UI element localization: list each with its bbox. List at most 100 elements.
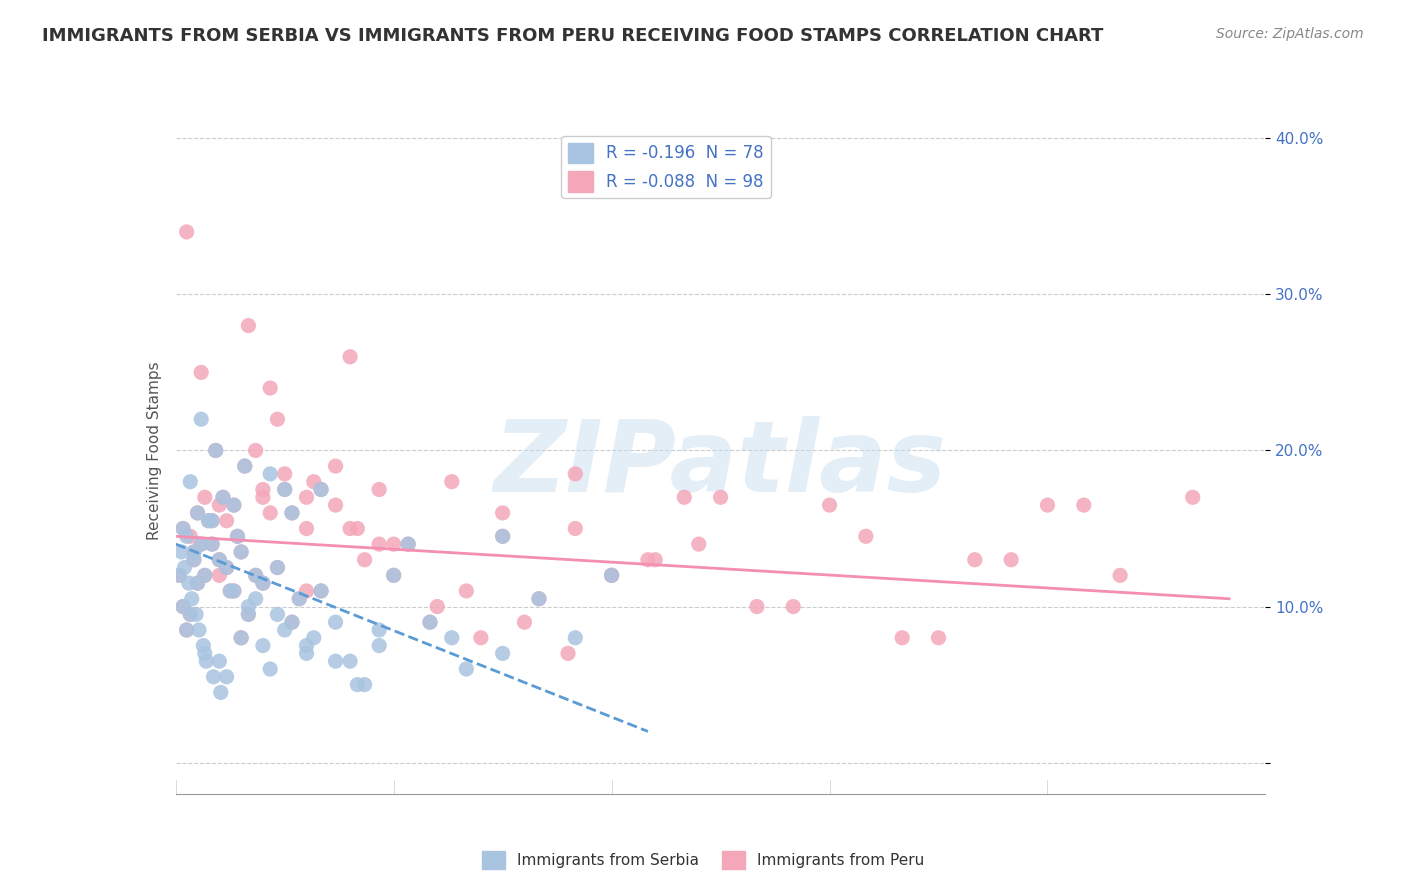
Point bbox=[564, 631, 586, 645]
Legend: R = -0.196  N = 78, R = -0.088  N = 98: R = -0.196 N = 78, R = -0.088 N = 98 bbox=[561, 136, 770, 198]
Point bbox=[202, 670, 225, 684]
Point bbox=[172, 599, 194, 614]
Point bbox=[193, 639, 215, 653]
Point bbox=[186, 506, 209, 520]
Point bbox=[194, 490, 217, 504]
Point bbox=[222, 498, 245, 512]
Point bbox=[564, 521, 586, 535]
Point bbox=[179, 607, 201, 622]
Point bbox=[637, 552, 659, 567]
Point bbox=[219, 583, 242, 598]
Point bbox=[176, 623, 198, 637]
Point bbox=[928, 631, 950, 645]
Point bbox=[252, 576, 274, 591]
Point bbox=[212, 490, 235, 504]
Point bbox=[309, 483, 332, 497]
Point bbox=[252, 483, 274, 497]
Point bbox=[564, 467, 586, 481]
Point bbox=[179, 607, 201, 622]
Point bbox=[188, 623, 211, 637]
Point bbox=[281, 615, 304, 630]
Point bbox=[274, 483, 297, 497]
Point bbox=[325, 654, 347, 668]
Point bbox=[339, 521, 361, 535]
Point bbox=[172, 521, 194, 535]
Point bbox=[368, 537, 391, 551]
Point bbox=[226, 529, 249, 543]
Point bbox=[600, 568, 623, 582]
Point bbox=[274, 467, 297, 481]
Point bbox=[1181, 490, 1204, 504]
Point bbox=[231, 545, 253, 559]
Point bbox=[309, 583, 332, 598]
Point bbox=[190, 366, 212, 380]
Point bbox=[180, 591, 202, 606]
Point bbox=[201, 514, 224, 528]
Point bbox=[179, 475, 201, 489]
Point bbox=[368, 483, 391, 497]
Point bbox=[252, 639, 274, 653]
Point bbox=[382, 537, 405, 551]
Point bbox=[440, 631, 463, 645]
Point bbox=[186, 506, 209, 520]
Point bbox=[302, 631, 325, 645]
Point bbox=[204, 443, 226, 458]
Y-axis label: Receiving Food Stamps: Receiving Food Stamps bbox=[146, 361, 162, 540]
Point bbox=[197, 514, 219, 528]
Point bbox=[186, 576, 209, 591]
Point bbox=[419, 615, 441, 630]
Point bbox=[309, 583, 332, 598]
Point bbox=[169, 568, 191, 582]
Point bbox=[295, 583, 318, 598]
Point bbox=[201, 514, 224, 528]
Point bbox=[245, 443, 267, 458]
Point bbox=[353, 552, 375, 567]
Point bbox=[208, 552, 231, 567]
Point bbox=[295, 521, 318, 535]
Text: IMMIGRANTS FROM SERBIA VS IMMIGRANTS FROM PERU RECEIVING FOOD STAMPS CORRELATION: IMMIGRANTS FROM SERBIA VS IMMIGRANTS FRO… bbox=[42, 27, 1104, 45]
Point bbox=[963, 552, 986, 567]
Text: Source: ZipAtlas.com: Source: ZipAtlas.com bbox=[1216, 27, 1364, 41]
Point bbox=[419, 615, 441, 630]
Point bbox=[1000, 552, 1022, 567]
Point bbox=[231, 631, 253, 645]
Point bbox=[245, 591, 267, 606]
Point bbox=[222, 583, 245, 598]
Point bbox=[527, 591, 550, 606]
Point bbox=[346, 678, 368, 692]
Point bbox=[266, 412, 288, 426]
Point bbox=[183, 552, 205, 567]
Point bbox=[353, 678, 375, 692]
Point bbox=[184, 607, 207, 622]
Point bbox=[557, 646, 579, 660]
Point bbox=[186, 576, 209, 591]
Point bbox=[325, 498, 347, 512]
Point bbox=[245, 568, 267, 582]
Point bbox=[169, 568, 191, 582]
Point bbox=[245, 568, 267, 582]
Point bbox=[219, 583, 242, 598]
Point bbox=[194, 568, 217, 582]
Point bbox=[456, 583, 478, 598]
Point bbox=[201, 537, 224, 551]
Point bbox=[527, 591, 550, 606]
Point bbox=[209, 685, 232, 699]
Point bbox=[259, 467, 281, 481]
Point bbox=[233, 458, 256, 473]
Point bbox=[194, 646, 217, 660]
Point bbox=[215, 560, 238, 574]
Point bbox=[309, 483, 332, 497]
Point bbox=[208, 498, 231, 512]
Point bbox=[644, 552, 666, 567]
Point bbox=[252, 576, 274, 591]
Point bbox=[295, 639, 318, 653]
Point bbox=[339, 350, 361, 364]
Point bbox=[782, 599, 804, 614]
Point bbox=[190, 412, 212, 426]
Point bbox=[891, 631, 914, 645]
Point bbox=[396, 537, 419, 551]
Point bbox=[238, 599, 260, 614]
Point bbox=[325, 615, 347, 630]
Point bbox=[266, 607, 288, 622]
Point bbox=[382, 568, 405, 582]
